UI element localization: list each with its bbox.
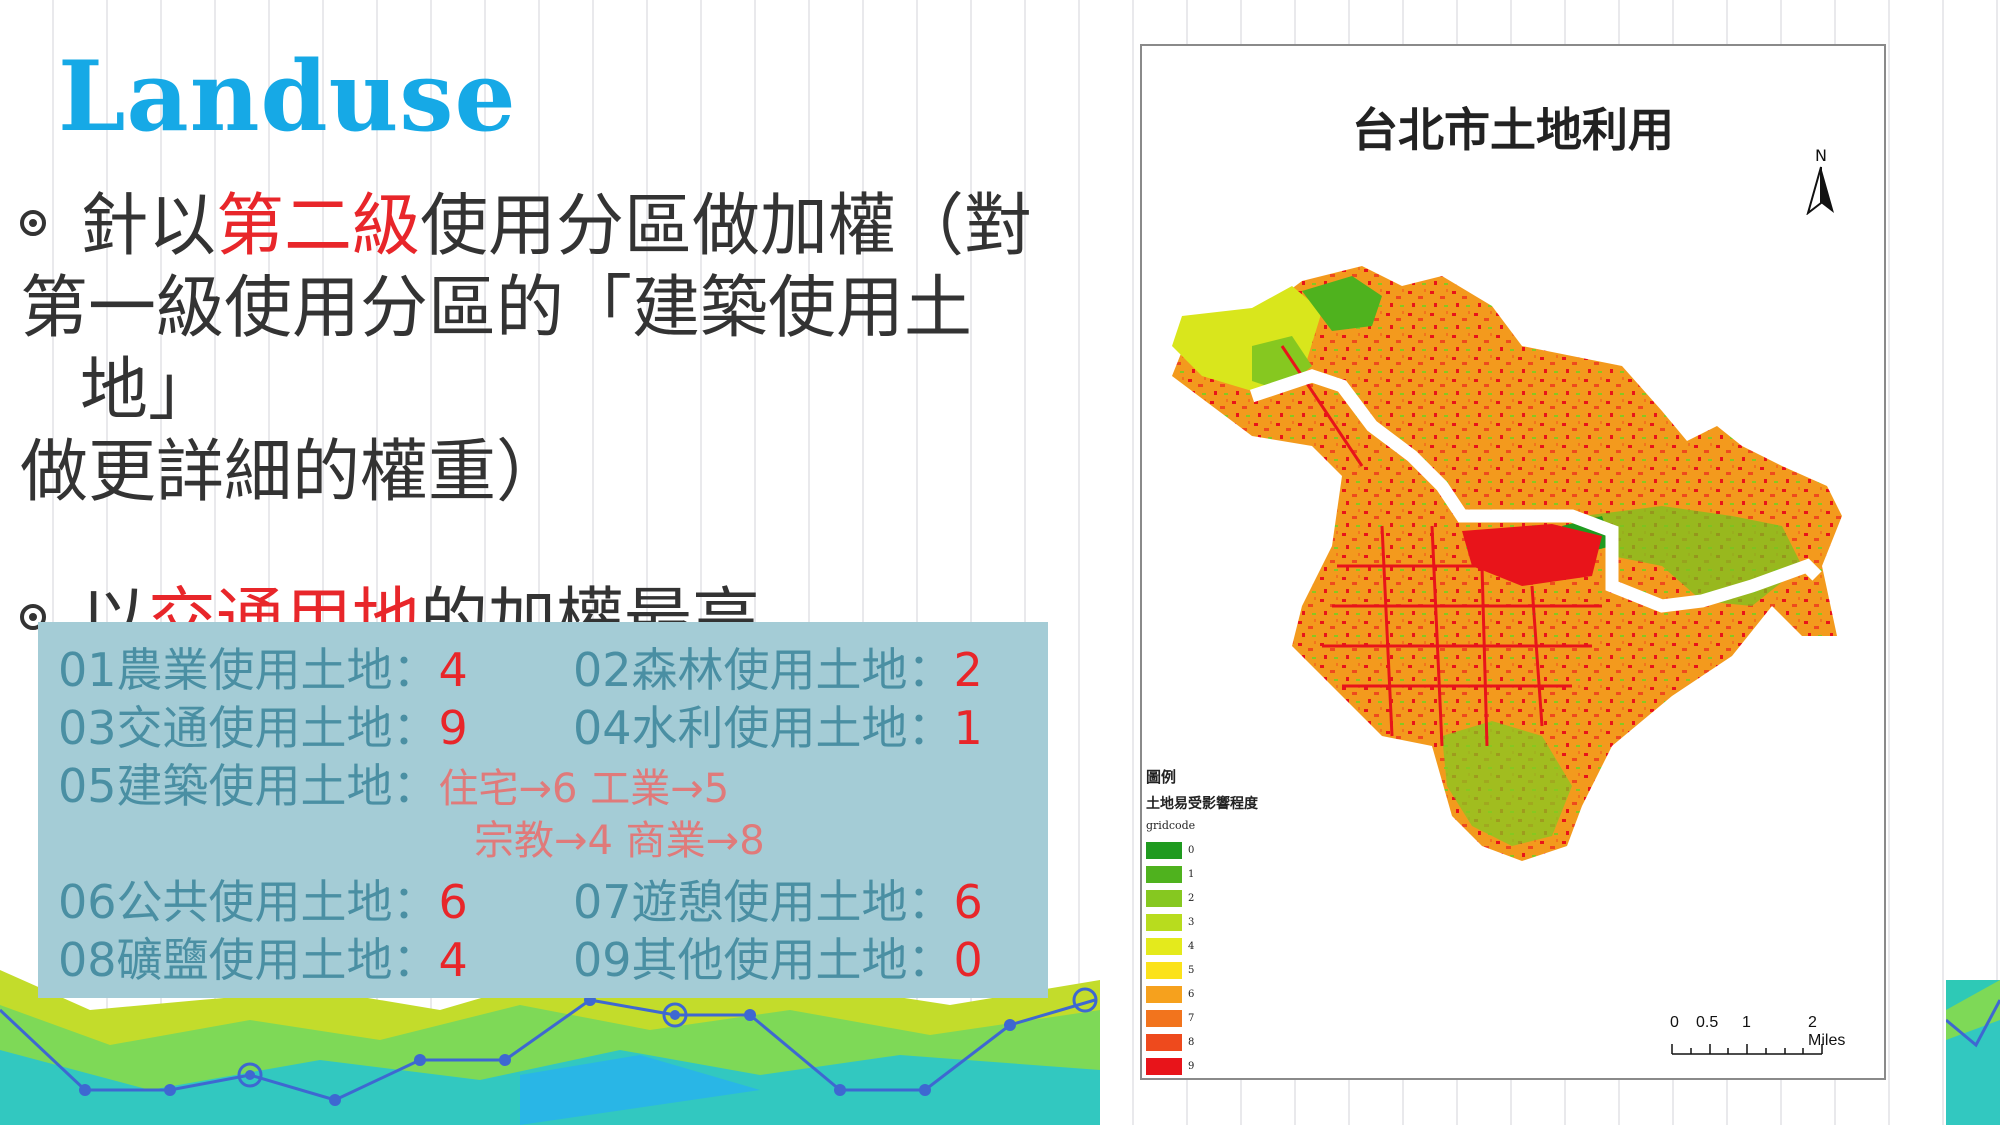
weight-row-05: 05建築使用土地：住宅→6 工業→5 [58, 750, 729, 816]
legend-label: 9 [1188, 1060, 1195, 1072]
legend-item: 6 [1146, 982, 1296, 1006]
legend-label: 5 [1188, 964, 1195, 976]
decorative-corner [1945, 980, 2000, 1125]
weight-value: 1 [953, 701, 983, 755]
weight-value: 0 [953, 933, 983, 987]
weight-row-07: 07遊憩使用土地：6 [573, 866, 983, 932]
legend-subtitle: 土地易受影響程度 [1146, 796, 1258, 812]
legend-swatch [1146, 913, 1182, 931]
legend-swatch [1146, 961, 1182, 979]
weight-row-05-cont: 宗教→4 商業→8 [474, 808, 765, 866]
legend-label: 8 [1188, 1036, 1195, 1048]
legend-item: 8 [1146, 1030, 1296, 1054]
weight-sub-1: 住宅→6 工業→5 [438, 766, 730, 812]
weight-row-06: 06公共使用土地：6 [58, 866, 468, 932]
weight-value: 6 [953, 875, 983, 929]
bullet1-post: 使用分區做加權（對 [420, 187, 1033, 266]
weights-box: 01農業使用土地：4 02森林使用土地：2 03交通使用土地：9 04水利使用土… [38, 622, 1048, 998]
legend-item: 0 [1146, 838, 1296, 862]
legend-swatch [1146, 985, 1182, 1003]
legend-label: 2 [1188, 892, 1195, 904]
legend-swatch [1146, 1033, 1182, 1051]
weight-row-04: 04水利使用土地：1 [573, 692, 983, 758]
map-region [1172, 266, 1842, 861]
weight-label: 06公共使用土地： [58, 875, 439, 929]
legend-item: 3 [1146, 910, 1296, 934]
bullet-icon [20, 210, 46, 236]
scale-label: 1 [1742, 1014, 1751, 1031]
weight-label: 09其他使用土地： [573, 933, 954, 987]
weight-sub-2: 宗教→4 商業→8 [474, 818, 765, 864]
legend-label: 7 [1188, 1012, 1195, 1024]
weight-row-08: 08礦鹽使用土地：4 [58, 924, 468, 990]
bullet-list: 針以第二級使用分區做加權（對 第一級使用分區的「建築使用土地」 做更詳細的權重）… [20, 186, 1100, 662]
weight-row-01: 01農業使用土地：4 [58, 634, 468, 700]
scale-label: 2 Miles [1808, 1014, 1846, 1049]
weight-label: 01農業使用土地： [58, 643, 439, 697]
weight-row-02: 02森林使用土地：2 [573, 634, 983, 700]
weight-label: 07遊憩使用土地： [573, 875, 954, 929]
map-legend: 圖例 土地易受影響程度 gridcode 0 1 2 3 4 5 6 7 8 9 [1146, 766, 1296, 1078]
bullet1-highlight: 第二級 [216, 187, 421, 266]
legend-swatch [1146, 865, 1182, 883]
weight-value: 4 [438, 643, 468, 697]
legend-item: 4 [1146, 934, 1296, 958]
weight-label: 03交通使用土地： [58, 701, 439, 755]
scale-label: 0.5 [1696, 1014, 1719, 1031]
legend-field: gridcode [1146, 819, 1196, 832]
weight-value: 6 [438, 875, 468, 929]
bullet1-line3: 做更詳細的權重） [20, 433, 565, 512]
bullet-icon [20, 604, 46, 630]
weight-label: 04水利使用土地： [573, 701, 954, 755]
weight-value: 9 [438, 701, 468, 755]
legend-title: 圖例 [1146, 768, 1177, 786]
legend-item: 7 [1146, 1006, 1296, 1030]
legend-label: 1 [1188, 868, 1195, 880]
legend-swatch [1146, 889, 1182, 907]
legend-swatch [1146, 841, 1182, 859]
weight-label: 02森林使用土地： [573, 643, 954, 697]
legend-item: 9 [1146, 1054, 1296, 1078]
weight-label: 08礦鹽使用土地： [58, 933, 439, 987]
bullet1-pre: 針以 [80, 187, 217, 266]
weight-value: 2 [953, 643, 983, 697]
weight-label: 05建築使用土地： [58, 759, 439, 813]
scale-bar: 0 0.5 1 2 Miles [1670, 1014, 1845, 1068]
scale-label: 0 [1670, 1014, 1679, 1031]
north-arrow-icon: N [1806, 146, 1836, 219]
legend-label: 6 [1188, 988, 1195, 1000]
legend-swatch [1146, 1057, 1182, 1075]
legend-label: 3 [1188, 916, 1195, 928]
legend-item: 1 [1146, 862, 1296, 886]
decorative-wave [0, 970, 1100, 1125]
legend-label: 0 [1188, 844, 1195, 856]
weight-row-03: 03交通使用土地：9 [58, 692, 468, 758]
legend-item: 5 [1146, 958, 1296, 982]
legend-label: 4 [1188, 940, 1195, 952]
page-title: Landuse [58, 40, 517, 153]
bullet1-line2: 第一級使用分區的「建築使用土地」 [20, 269, 973, 430]
bullet-item-1: 針以第二級使用分區做加權（對 第一級使用分區的「建築使用土地」 做更詳細的權重） [20, 186, 1100, 514]
north-label: N [1815, 146, 1827, 165]
land-use-map: 台北市土地利用 N [1140, 44, 1886, 1080]
legend-swatch [1146, 1009, 1182, 1027]
map-title: 台北市土地利用 [1352, 103, 1674, 157]
legend-swatch [1146, 937, 1182, 955]
weight-value: 4 [438, 933, 468, 987]
weight-row-09: 09其他使用土地：0 [573, 924, 983, 990]
legend-item: 2 [1146, 886, 1296, 910]
